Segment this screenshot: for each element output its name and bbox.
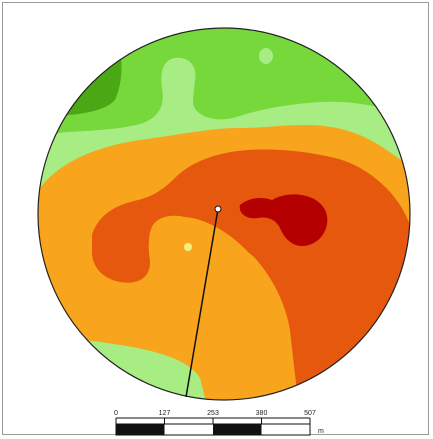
scale-bar-segment-1 [116, 424, 165, 435]
transect-line [185, 208, 219, 398]
zone-dark-orange [92, 149, 410, 400]
transect-start-point [214, 205, 222, 213]
scale-bar-segment-3 [213, 424, 262, 435]
survey-boundary-circle [37, 27, 411, 401]
zone-orange-inner [148, 217, 292, 400]
scale-unit-label: m [318, 428, 324, 435]
zone-light-green-dot [259, 48, 273, 64]
scale-tick-label: 127 [159, 410, 171, 417]
zone-red-core [239, 194, 328, 246]
scale-tick-label: 253 [207, 410, 219, 417]
zone-yellow-dot [184, 243, 192, 251]
scale-tick-label: 380 [256, 410, 268, 417]
scale-tick-label: 507 [304, 410, 316, 417]
scale-bar: 0 127 253 380 507 m [114, 410, 324, 436]
scale-tick-label: 0 [114, 410, 118, 417]
zone-light-green-patch [163, 59, 198, 117]
